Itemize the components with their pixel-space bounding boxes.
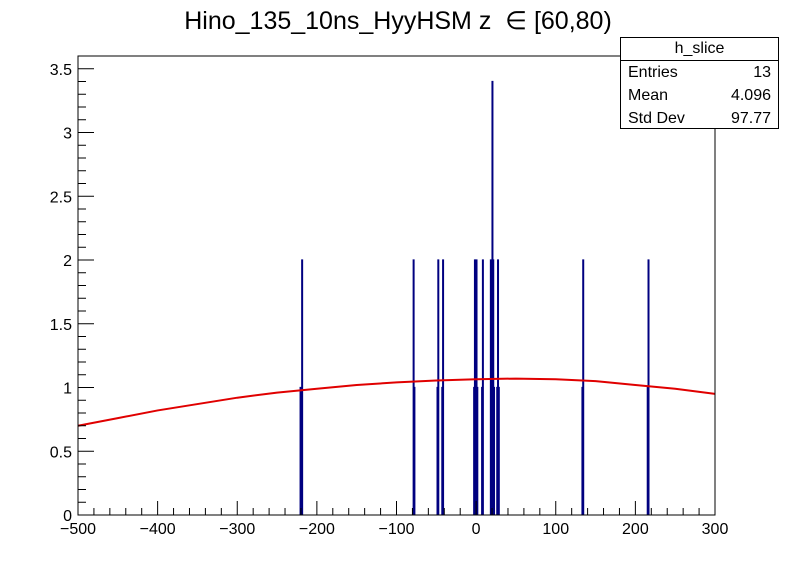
x-tick-label: −100 xyxy=(378,521,414,538)
stats-value: 97.77 xyxy=(730,110,771,127)
stats-row-mean: Mean 4.096 xyxy=(621,84,778,107)
stats-value: 13 xyxy=(753,64,771,81)
axis-tick-labels: −500 −400 −300 −200 −100 0 100 200 300 0 0.5 1 1.5 2 2… xyxy=(50,62,729,538)
x-tick-label: 300 xyxy=(702,521,729,538)
histogram-bin xyxy=(301,259,304,515)
histogram-bin xyxy=(582,259,585,515)
histogram-bin xyxy=(437,259,440,515)
stats-value: 4.096 xyxy=(730,87,771,104)
y-tick-label: 2 xyxy=(63,253,72,270)
y-tick-label: 2.5 xyxy=(50,189,72,206)
y-tick-label: 0.5 xyxy=(50,444,72,461)
histogram-bin xyxy=(299,386,302,515)
stats-label: Std Dev xyxy=(628,110,685,127)
histogram-bin xyxy=(493,386,496,515)
x-tick-label: 100 xyxy=(542,521,569,538)
stats-row-std-dev: Std Dev 97.77 xyxy=(621,107,778,130)
x-tick-label: 0 xyxy=(472,521,481,538)
stats-row-entries: Entries 13 xyxy=(621,61,778,84)
histogram-bin xyxy=(476,386,479,515)
x-tick-label: 200 xyxy=(622,521,649,538)
fit-curve xyxy=(77,377,716,427)
y-tick-label: 3.5 xyxy=(50,62,72,79)
histogram-bin xyxy=(442,259,445,515)
histogram-bin xyxy=(413,386,416,515)
histogram-bin xyxy=(647,259,650,515)
histogram-bars xyxy=(299,80,650,515)
y-tick-label: 0 xyxy=(63,508,72,525)
histogram-bin xyxy=(497,386,500,515)
y-tick-label: 1.5 xyxy=(50,317,72,334)
stats-title: h_slice xyxy=(621,38,778,61)
x-tick-label: −500 xyxy=(60,521,96,538)
stats-label: Mean xyxy=(628,87,669,104)
x-tick-label: −300 xyxy=(219,521,255,538)
histogram-bin xyxy=(481,259,484,515)
axis-ticks xyxy=(77,55,716,516)
fit-curve-group xyxy=(77,377,716,427)
y-tick-label: 1 xyxy=(63,381,72,398)
y-tick-label: 3 xyxy=(63,126,72,143)
x-tick-label: −400 xyxy=(140,521,176,538)
x-tick-label: −200 xyxy=(299,521,335,538)
histogram-bin xyxy=(473,259,476,515)
stats-label: Entries xyxy=(628,64,678,81)
stats-box: h_slice Entries 13 Mean 4.096 Std Dev 97… xyxy=(620,37,779,129)
chart-title: Hino_135_10ns_HyyHSM z ∈ [60,80) xyxy=(184,7,612,35)
